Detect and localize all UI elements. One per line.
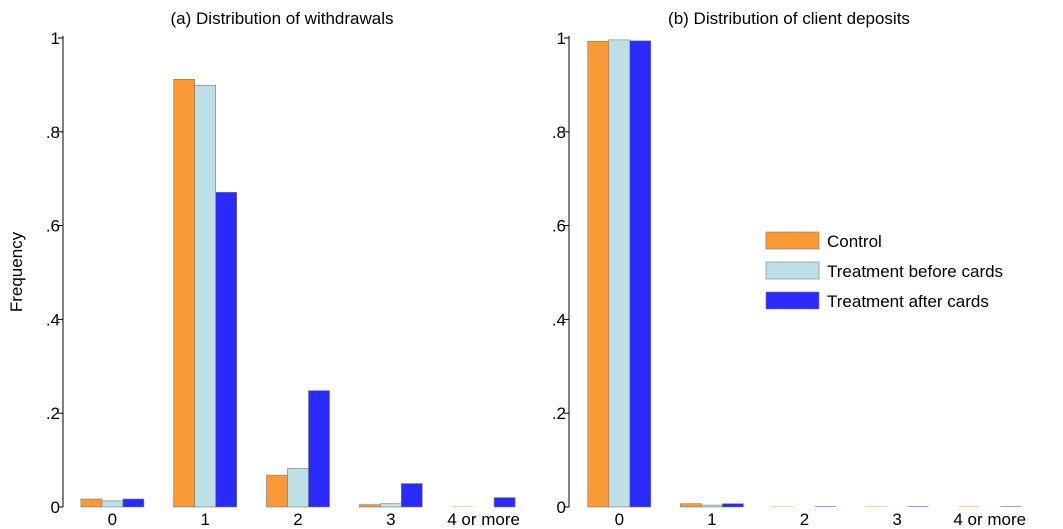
legend-swatch-2 [765, 291, 820, 310]
panel-b-bars [587, 39, 1022, 508]
x-tick-label-a-4: 4 or more [447, 510, 520, 529]
legend-label-1: Treatment before cards [827, 262, 1003, 281]
bar-a-s2-c0 [122, 498, 145, 508]
panel-a-bars [80, 78, 516, 508]
y-tick-label-a-4: .8 [46, 123, 60, 142]
legend: Control Treatment before cards Treatment a… [765, 231, 1003, 311]
legend-swatch-0 [765, 231, 820, 250]
y-tick-label-b-3: .6 [552, 217, 566, 236]
x-tick-label-a-3: 3 [386, 510, 395, 529]
x-tick-label-b-0: 0 [615, 510, 624, 529]
x-tick-label-b-4: 4 or more [953, 510, 1026, 529]
x-tick-label-a-0: 0 [108, 510, 117, 529]
panel-a-withdrawals: (a) Distribution of withdrawals Frequenc… [7, 9, 520, 529]
bar-a-s2-c2 [308, 390, 330, 508]
y-tick-label-a-0: 0 [51, 498, 60, 517]
bar-a-s2-c4 [493, 497, 516, 508]
y-tick-label-a-3: .6 [46, 217, 60, 236]
bar-a-s2-c1 [215, 192, 237, 508]
bar-b-s1-c0 [608, 39, 631, 508]
bar-a-s1-c1 [194, 85, 216, 508]
panel-a-y-axis-label: Frequency [7, 231, 26, 312]
x-tick-label-a-1: 1 [200, 510, 209, 529]
legend-label-2: Treatment after cards [827, 292, 989, 311]
bar-a-s1-c2 [287, 468, 309, 508]
y-tick-label-b-0: 0 [557, 498, 566, 517]
bar-a-s0-c2 [266, 474, 288, 508]
bar-b-s0-c0 [587, 40, 610, 508]
x-tick-label-a-2: 2 [293, 510, 302, 529]
y-tick-label-b-5: 1 [557, 29, 566, 48]
y-tick-label-a-5: 1 [51, 29, 60, 48]
y-tick-label-a-1: .2 [46, 404, 60, 423]
legend-label-0: Control [827, 232, 882, 251]
panel-a-axes: 0 1 2 3 4 or more 0 .2 .4 .6 .8 1 [46, 29, 520, 529]
bar-a-s0-c0 [80, 498, 103, 508]
bar-a-s1-c3 [379, 503, 402, 508]
bar-b-s0-c1 [680, 503, 702, 508]
panel-a-title: (a) Distribution of withdrawals [171, 9, 394, 28]
panel-b-axes: 0 1 2 3 4 or more 0 .2 .4 .6 .8 1 [552, 29, 1026, 529]
y-tick-label-a-2: .4 [46, 310, 60, 329]
bar-a-s1-c0 [101, 500, 124, 508]
legend-swatch-1 [765, 261, 820, 280]
bar-a-s0-c1 [173, 78, 195, 508]
y-tick-label-b-2: .4 [552, 310, 566, 329]
x-tick-label-b-1: 1 [707, 510, 716, 529]
bar-b-s2-c1 [722, 503, 744, 508]
bar-b-s1-c1 [701, 504, 723, 508]
panel-b-title: (b) Distribution of client deposits [668, 9, 910, 28]
panel-b-deposits: (b) Distribution of client deposits 0 1 2 3… [552, 9, 1026, 529]
y-tick-label-b-1: .2 [552, 404, 566, 423]
bar-a-s0-c3 [358, 504, 381, 508]
bar-b-s2-c0 [629, 40, 652, 508]
bar-a-s2-c3 [400, 483, 423, 508]
x-tick-label-b-2: 2 [800, 510, 809, 529]
y-tick-label-b-4: .8 [552, 123, 566, 142]
x-tick-label-b-3: 3 [892, 510, 901, 529]
